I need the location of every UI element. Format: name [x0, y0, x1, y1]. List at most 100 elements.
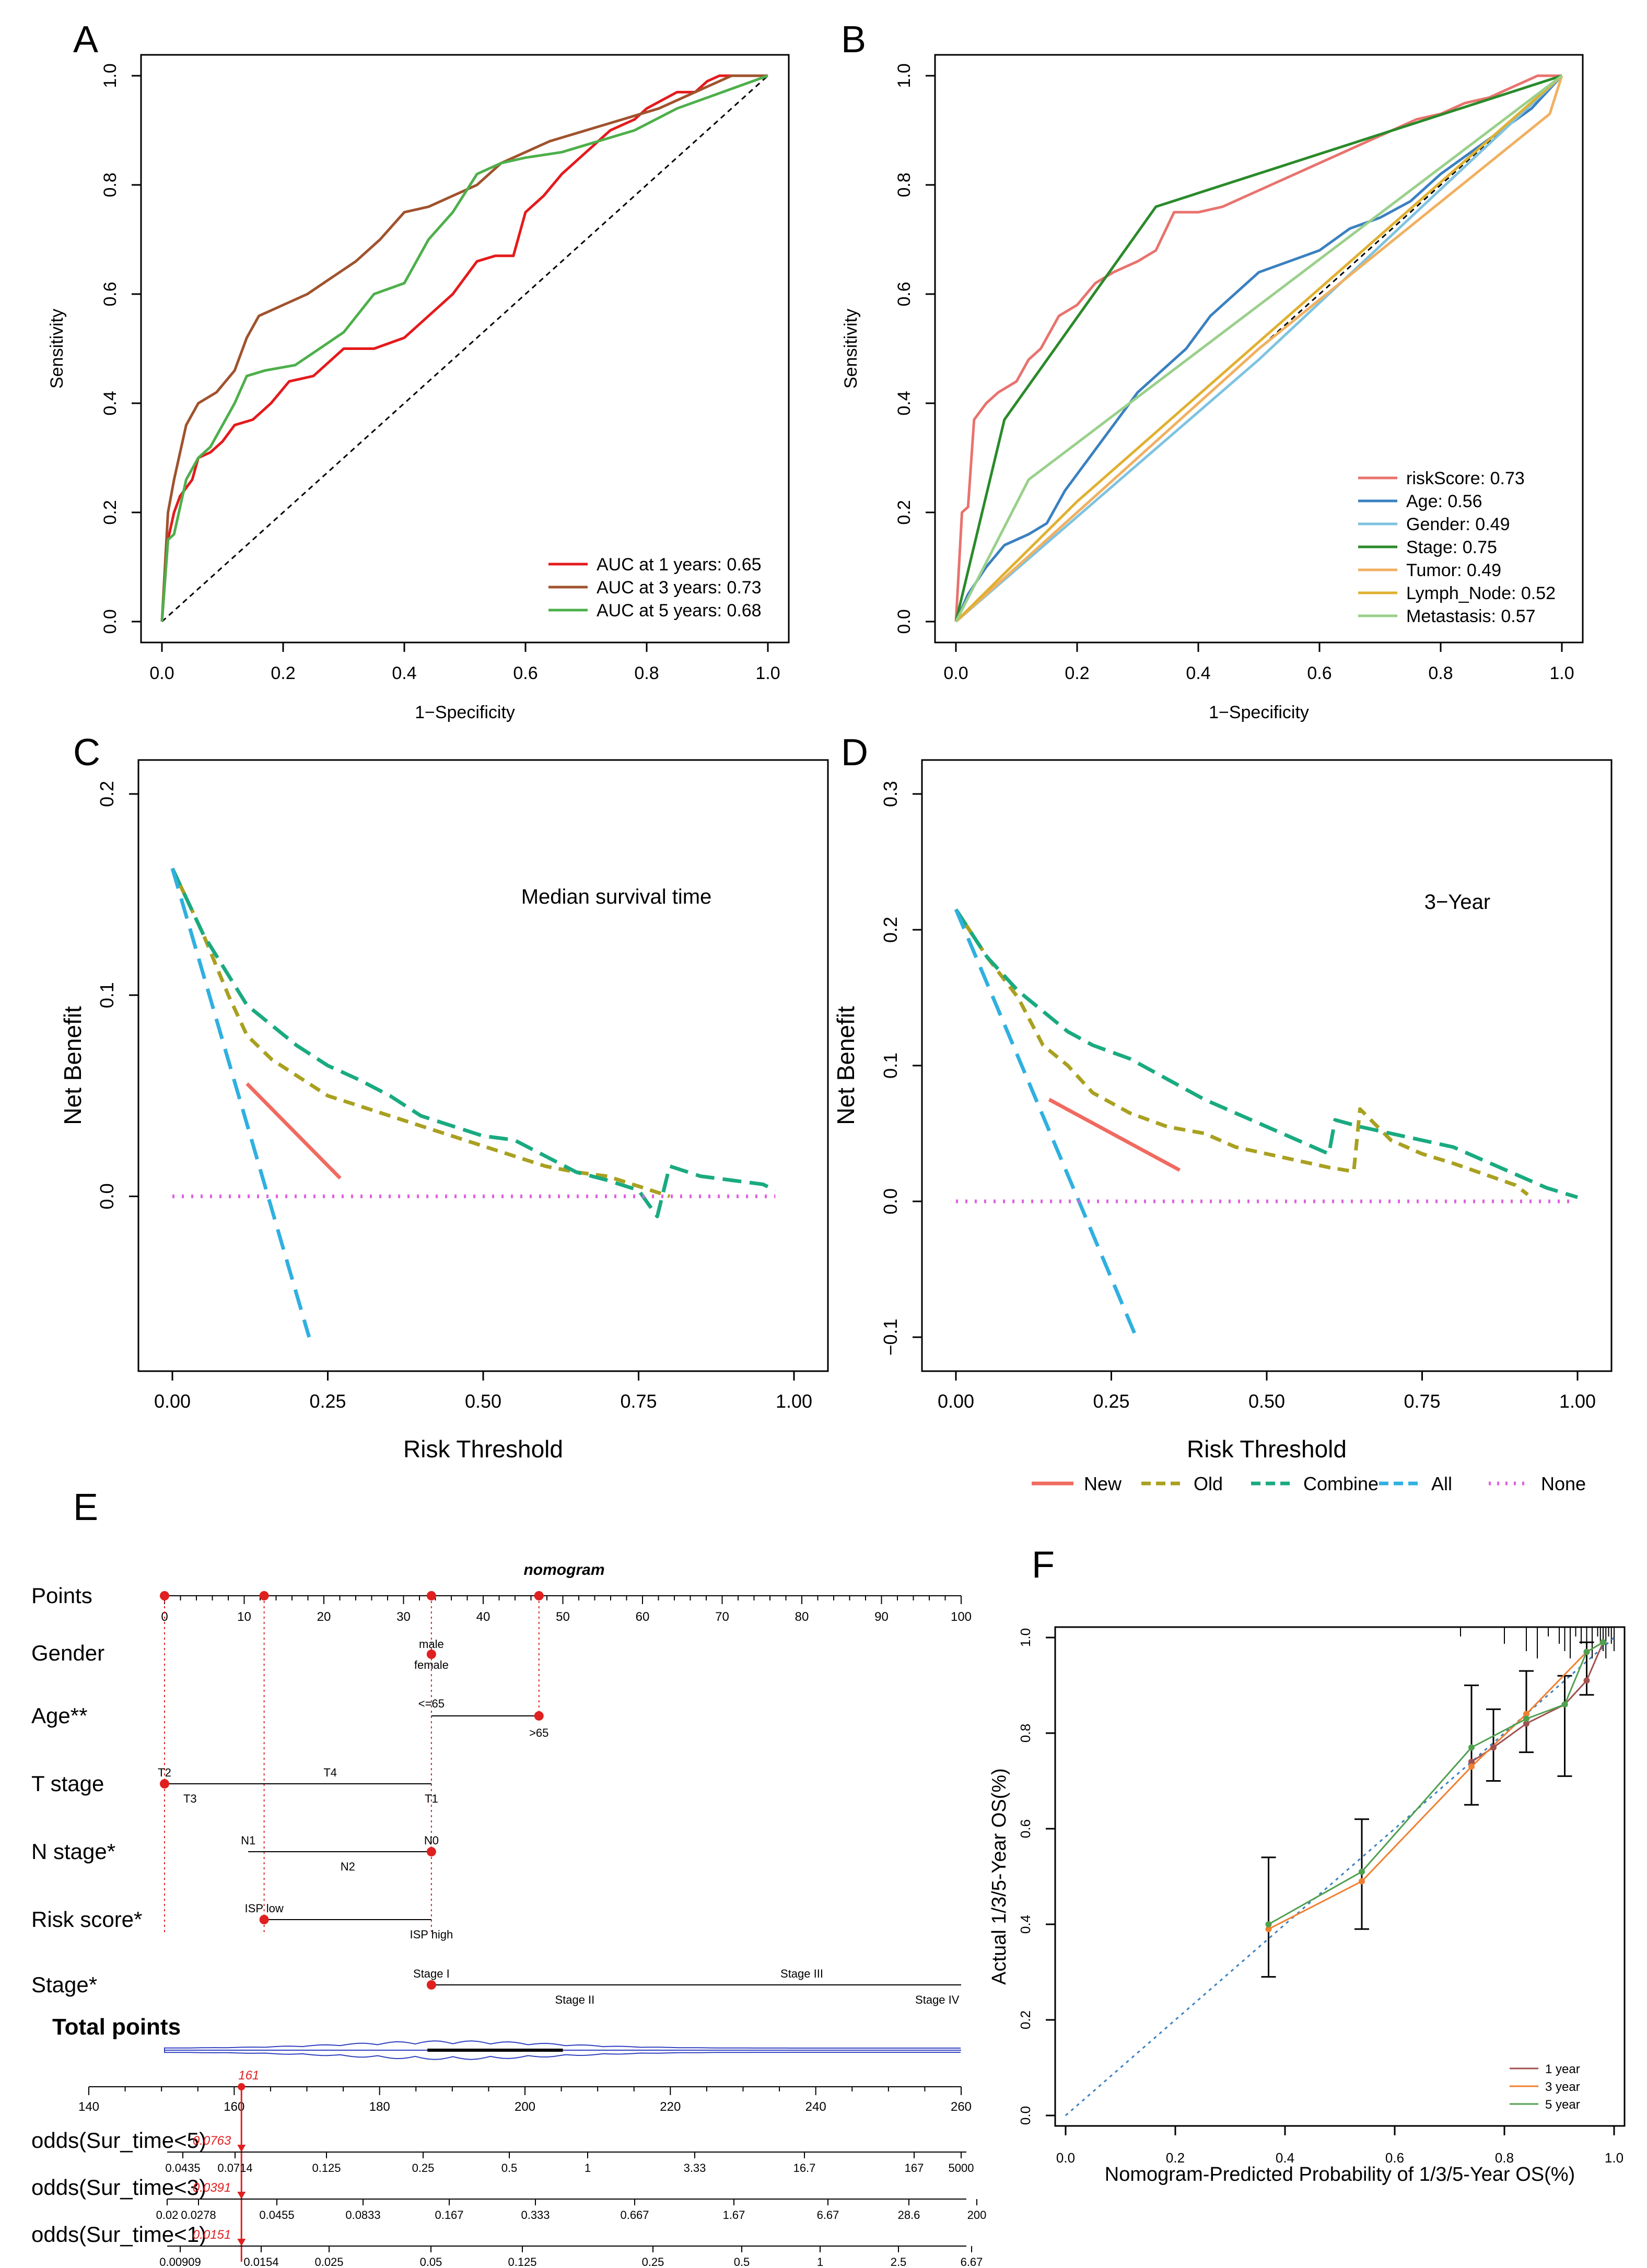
B-series-line — [954, 75, 1563, 623]
F-point — [1468, 1758, 1475, 1765]
calibration-chart: 0.0 0.2 0.4 0.6 0.8 1.0 0.0 0.2 0.4 0.6 0.8 1.0 Nomo… — [988, 1626, 1626, 2185]
A-x-tick-label: 0.4 — [392, 663, 416, 683]
n-stage-label-n2: N2 — [341, 1860, 355, 1873]
n-stage-row-label: N stage* — [31, 1839, 115, 1864]
dca-legend: New Old Combine All None — [1032, 1473, 1586, 1494]
stage-row-label: Stage* — [31, 1972, 97, 1997]
B-y-axis-label: Sensitivity — [841, 309, 861, 389]
C-x-tick-label: 1.00 — [776, 1390, 812, 1412]
odds-3yr-tick-label: 28.6 — [898, 2208, 920, 2222]
D-series-line — [954, 908, 1529, 1196]
points-tick-label: 70 — [715, 1610, 729, 1624]
C-series-line — [170, 868, 311, 1338]
A-x-tick-label: 0.0 — [149, 663, 174, 683]
F-y-axis-label: Actual 1/3/5-Year OS(%) — [988, 1768, 1010, 1985]
age-row-label: Age** — [31, 1703, 87, 1728]
F-point — [1490, 1744, 1497, 1751]
F-x-tick-label: 0.2 — [1166, 2150, 1185, 2166]
stage-label-iv: Stage IV — [915, 1993, 960, 2006]
B-x-tick-label: 0.8 — [1428, 663, 1453, 683]
odds-5yr-arrow — [237, 2145, 246, 2152]
A-x-axis-label: 1−Specificity — [415, 703, 515, 722]
total-points-density-upper — [164, 2040, 961, 2050]
D-x-tick-label: 0.50 — [1248, 1390, 1285, 1412]
B-legend-label: Gender: 0.49 — [1406, 515, 1510, 534]
F-plot-frame — [1054, 1626, 1626, 2127]
F-x-tick-label: 0.6 — [1385, 2150, 1404, 2166]
B-y-tick-label: 0.2 — [894, 500, 914, 524]
roc-time-chart: 0.0 0.2 0.4 0.6 0.8 1.0 0.0 0.2 0.4 0.6 0.8 1.0 1−Sp… — [47, 54, 790, 722]
C-x-tick-label: 0.50 — [465, 1390, 501, 1412]
B-series-line — [955, 75, 1563, 623]
odds-5yr-tick-label: 0.25 — [412, 2161, 435, 2175]
points-marker — [259, 1591, 269, 1600]
odds-1yr-value: 0.0151 — [193, 2228, 231, 2242]
D-x-axis-label: Risk Threshold — [1187, 1435, 1347, 1463]
A-y-tick-label: 0.8 — [100, 172, 120, 197]
B-x-tick-label: 1.0 — [1549, 663, 1574, 683]
odds-1yr-arrow — [237, 2239, 246, 2246]
D-y-tick-label: −0.1 — [880, 1318, 901, 1355]
odds-1yr-tick-label: 0.125 — [508, 2255, 536, 2268]
C-series-line — [246, 1082, 342, 1180]
panel-letter-e: E — [73, 1487, 98, 1528]
points-marker — [160, 1591, 169, 1600]
D-series-line — [1048, 1097, 1181, 1172]
F-point — [1523, 1711, 1529, 1717]
B-plot-frame — [934, 54, 1584, 644]
B-x-tick-label: 0.6 — [1307, 663, 1331, 683]
C-series-line — [170, 868, 671, 1198]
n-stage-marker — [426, 1847, 436, 1856]
total-points-tick-label: 240 — [805, 2100, 826, 2114]
D-y-axis-label: Net Benefit — [832, 1006, 859, 1125]
points-tick-label: 60 — [636, 1610, 650, 1624]
B-x-tick-label: 0.2 — [1065, 663, 1089, 683]
panel-letter-f: F — [1032, 1544, 1055, 1586]
odds-3yr-value: 0.0391 — [193, 2181, 231, 2195]
dca-legend-label: New — [1084, 1473, 1122, 1494]
C-y-tick-label: 0.2 — [96, 781, 118, 807]
points-tick-label: 10 — [237, 1610, 251, 1624]
A-series-line — [160, 74, 768, 622]
total-points-value: 161 — [238, 2068, 259, 2083]
gender-row-label: Gender — [31, 1641, 104, 1665]
F-point — [1468, 1744, 1475, 1751]
roc-clinical-chart: 0.0 0.2 0.4 0.6 0.8 1.0 0.0 0.2 0.4 0.6 0.8 1.0 1−Sp… — [841, 54, 1584, 722]
B-legend-label: Tumor: 0.49 — [1406, 560, 1501, 580]
D-x-tick-label: 1.00 — [1559, 1390, 1596, 1412]
n-stage-label-n0: N0 — [424, 1834, 439, 1847]
A-series-line — [160, 74, 768, 622]
dca-3year-chart: 0.00 0.25 0.50 0.75 1.00 −0.1 0.0 0.1 0.2 0.3 Risk… — [832, 759, 1613, 1463]
F-y-tick-label: 0.0 — [1018, 2106, 1033, 2125]
odds-1yr-tick-label: 0.5 — [734, 2255, 750, 2268]
F-point — [1265, 1921, 1272, 1927]
stage-marker — [426, 1980, 436, 1990]
B-y-tick-label: 0.6 — [894, 282, 914, 306]
panel-letter-d: D — [841, 732, 868, 774]
B-legend-label: Lymph_Node: 0.52 — [1406, 583, 1556, 603]
B-x-tick-label: 0.4 — [1186, 663, 1210, 683]
D-y-tick-label: 0.1 — [880, 1053, 901, 1079]
odds-3yr-tick-label: 6.67 — [817, 2208, 839, 2222]
points-marker — [534, 1591, 544, 1600]
B-legend-label: Metastasis: 0.57 — [1406, 606, 1536, 626]
risk-score-row-label: Risk score* — [31, 1907, 142, 1932]
B-series-line — [955, 75, 1563, 623]
total-points-tick-label: 180 — [369, 2100, 390, 2114]
odds-5yr-row-label: odds(Sur_time<5) — [31, 2128, 206, 2153]
odds-5yr-tick-label: 167 — [905, 2161, 924, 2175]
F-x-axis-label: Nomogram-Predicted Probability of 1/3/5-… — [1105, 2164, 1575, 2185]
points-tick-label: 100 — [951, 1610, 972, 1624]
points-tick-label: 80 — [795, 1610, 809, 1624]
n-stage-label-n1: N1 — [241, 1834, 255, 1847]
F-y-tick-label: 0.2 — [1018, 2010, 1033, 2029]
C-x-tick-label: 0.75 — [620, 1390, 657, 1412]
t-stage-label-t3: T3 — [183, 1792, 197, 1805]
B-legend-label: riskScore: 0.73 — [1406, 469, 1525, 488]
C-y-tick-label: 0.0 — [96, 1183, 118, 1209]
B-y-tick-label: 1.0 — [894, 63, 914, 88]
dca-legend-label: Old — [1194, 1473, 1223, 1494]
D-chart-title: 3−Year — [1424, 891, 1490, 914]
odds-5yr-tick-label: 1 — [585, 2161, 591, 2175]
